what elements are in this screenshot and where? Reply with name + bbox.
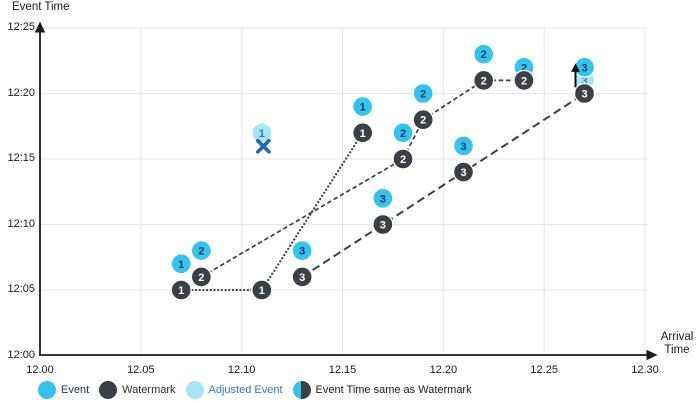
event-swatch-icon — [38, 381, 56, 399]
event-point — [412, 82, 434, 105]
event-point — [452, 135, 475, 157]
event-point-label: 3 — [299, 246, 305, 258]
y-tick-label: 12:25 — [7, 21, 35, 33]
adjusted-event-point-label: 1 — [259, 128, 265, 140]
watermark-swatch-icon — [99, 381, 118, 399]
event-point-label: 2 — [400, 128, 406, 140]
watermark-point-label: 2 — [420, 115, 426, 127]
x-axis-title-line2: Time — [664, 344, 690, 356]
event-point-label: 1 — [178, 259, 184, 271]
event-point — [372, 187, 394, 210]
x-tick-label: 12.20 — [429, 364, 458, 376]
watermark-point — [573, 82, 596, 105]
watermark-point-label: 1 — [259, 285, 265, 297]
watermark-point-label: 3 — [460, 167, 466, 179]
event-point — [170, 253, 192, 275]
legend-label-watermark: Watermark — [122, 384, 176, 396]
event-point-label: 2 — [198, 246, 204, 258]
watermark-point — [251, 279, 273, 301]
event-point — [190, 239, 213, 262]
watermark-point — [392, 148, 414, 170]
watermark-point-label: 3 — [380, 219, 386, 231]
adjusted-event-swatch-icon — [185, 381, 204, 399]
event-point — [291, 239, 313, 262]
up-arrow-icon — [571, 63, 580, 72]
watermark-point — [372, 213, 394, 236]
watermark-point — [452, 161, 475, 183]
x-tick-label: 12.10 — [227, 364, 256, 376]
event-point — [351, 95, 374, 118]
y-tick-label: 12:15 — [7, 152, 35, 164]
watermark-point — [351, 122, 374, 144]
event-point — [472, 43, 495, 65]
watermark-point-label: 2 — [198, 272, 204, 284]
y-tick-label: 12:00 — [7, 348, 35, 361]
legend-item-adjusted-event: Adjusted Event — [185, 381, 283, 399]
watermark-line-3 — [301, 92, 586, 278]
event-point-label: 3 — [460, 141, 466, 153]
adjusted-event-point-label: 3 — [581, 75, 587, 87]
watermark-point-label: 2 — [521, 75, 527, 87]
watermark-point-label: 3 — [299, 272, 305, 284]
watermark-point-label: 2 — [400, 154, 406, 166]
watermark-point — [291, 266, 313, 288]
x-tick-label: 12.05 — [127, 364, 155, 376]
watermark-point — [412, 108, 434, 131]
legend-label-adjusted-event: Adjusted Event — [208, 384, 283, 396]
legend-item-event-same-as-watermark: Event Time same as Watermark — [292, 381, 472, 399]
y-tick-label: 12:20 — [7, 86, 35, 99]
watermark-point — [170, 279, 192, 301]
y-axis-title: Event Time — [12, 1, 70, 13]
event-point-label: 2 — [481, 49, 487, 61]
event-point-label: 3 — [380, 193, 386, 205]
watermark-point-label: 3 — [581, 88, 587, 100]
x-tick-label: 12.15 — [328, 364, 357, 376]
x-axis-title: Arrival Time — [656, 331, 696, 357]
watermark-point-label: 1 — [360, 128, 366, 140]
watermark-point — [513, 69, 535, 92]
event-point — [392, 122, 414, 144]
x-axis-arrow-icon — [646, 349, 658, 361]
legend-item-watermark: Watermark — [99, 381, 176, 399]
legend-label-event-same-as-watermark: Event Time same as Watermark — [315, 384, 472, 396]
legend: Event Watermark Adjusted Event Event Tim… — [38, 381, 472, 399]
event-point-label: 2 — [521, 62, 527, 74]
x-tick-label: 12.30 — [631, 364, 659, 376]
x-tick-label: 12.25 — [530, 364, 558, 376]
event-time-same-as-watermark-swatch-icon — [292, 381, 311, 399]
y-axis-arrow-icon — [34, 21, 46, 33]
y-tick-label: 12:10 — [7, 217, 35, 230]
watermark-point — [190, 266, 213, 288]
legend-label-event: Event — [61, 384, 90, 396]
y-tick-label: 12:05 — [7, 283, 35, 295]
x-axis-title-line1: Arrival — [660, 331, 694, 343]
watermark-line-1 — [180, 131, 364, 292]
x-tick-label: 12.00 — [26, 364, 54, 376]
event-point-label: 2 — [420, 88, 426, 100]
x-mark-icon — [255, 138, 271, 154]
watermark-point-label: 2 — [481, 75, 487, 87]
legend-item-event: Event — [38, 381, 89, 399]
watermark-point — [472, 69, 495, 92]
event-point-label: 3 — [581, 62, 587, 74]
event-point-label: 1 — [360, 102, 366, 114]
watermark-point-label: 1 — [178, 285, 184, 297]
